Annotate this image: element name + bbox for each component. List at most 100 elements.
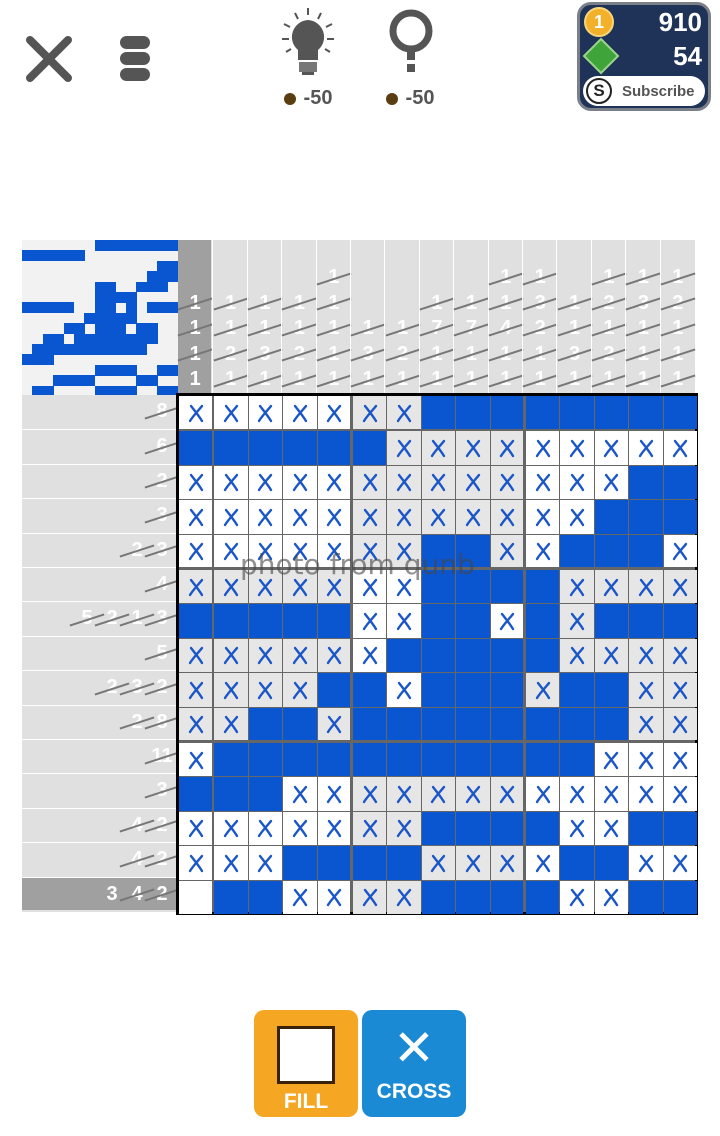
grid-cell[interactable] <box>629 638 663 673</box>
grid-cell[interactable] <box>490 743 523 777</box>
grid-cell[interactable] <box>490 846 523 880</box>
grid-cell[interactable] <box>594 500 629 534</box>
grid-cell[interactable] <box>663 846 697 880</box>
grid-cell[interactable] <box>283 707 317 740</box>
grid-cell[interactable] <box>594 707 629 740</box>
grid-cell[interactable] <box>421 534 456 567</box>
grid-cell[interactable] <box>421 570 456 604</box>
grid-cell[interactable] <box>526 777 560 811</box>
grid-cell[interactable] <box>387 846 421 880</box>
grid-cell[interactable] <box>283 638 317 673</box>
grid-cell[interactable] <box>560 570 594 604</box>
grid-cell[interactable] <box>353 707 387 740</box>
grid-cell[interactable] <box>353 880 387 914</box>
grid-cell[interactable] <box>663 604 697 638</box>
grid-cell[interactable] <box>387 638 421 673</box>
grid-cell[interactable] <box>490 880 523 914</box>
fill-mode-button[interactable]: FILL <box>254 1010 358 1117</box>
grid-cell[interactable] <box>387 396 421 430</box>
grid-cell[interactable] <box>283 743 317 777</box>
grid-cell[interactable] <box>283 811 317 846</box>
cross-mode-button[interactable]: ✕ CROSS <box>362 1010 466 1117</box>
grid-cell[interactable] <box>456 500 490 534</box>
grid-cell[interactable] <box>629 777 663 811</box>
grid-cell[interactable] <box>629 465 663 500</box>
grid-cell[interactable] <box>456 431 490 465</box>
grid-cell[interactable] <box>663 534 697 567</box>
grid-cell[interactable] <box>179 743 213 777</box>
grid-cell[interactable] <box>248 570 283 604</box>
subscribe-button[interactable]: S Subscribe <box>583 76 705 106</box>
grid-cell[interactable] <box>560 604 594 638</box>
grid-cell[interactable] <box>526 465 560 500</box>
hint-button[interactable]: -50 <box>278 6 338 110</box>
grid-cell[interactable] <box>283 534 317 567</box>
grid-cell[interactable] <box>248 500 283 534</box>
grid-cell[interactable] <box>248 743 283 777</box>
grid-cell[interactable] <box>317 707 350 740</box>
grid-cell[interactable] <box>248 604 283 638</box>
grid-cell[interactable] <box>248 534 283 567</box>
grid-cell[interactable] <box>490 777 523 811</box>
grid-cell[interactable] <box>317 673 350 707</box>
grid-cell[interactable] <box>421 396 456 430</box>
grid-cell[interactable] <box>214 811 248 846</box>
grid-cell[interactable] <box>214 396 248 430</box>
grid-cell[interactable] <box>387 604 421 638</box>
grid-cell[interactable] <box>421 431 456 465</box>
grid-cell[interactable] <box>526 811 560 846</box>
grid-cell[interactable] <box>663 777 697 811</box>
grid-cell[interactable] <box>248 638 283 673</box>
grid-cell[interactable] <box>456 570 490 604</box>
grid-cell[interactable] <box>179 534 213 567</box>
grid-cell[interactable] <box>526 880 560 914</box>
grid-cell[interactable] <box>594 743 629 777</box>
grid-cell[interactable] <box>456 777 490 811</box>
grid-cell[interactable] <box>629 673 663 707</box>
grid-cell[interactable] <box>594 431 629 465</box>
grid-cell[interactable] <box>490 811 523 846</box>
grid-cell[interactable] <box>663 743 697 777</box>
grid-cell[interactable] <box>594 570 629 604</box>
grid-cell[interactable] <box>387 777 421 811</box>
grid-cell[interactable] <box>179 811 213 846</box>
grid-cell[interactable] <box>560 707 594 740</box>
grid-cell[interactable] <box>317 846 350 880</box>
grid-cell[interactable] <box>353 500 387 534</box>
grid-cell[interactable] <box>560 743 594 777</box>
grid-cell[interactable] <box>456 534 490 567</box>
close-button[interactable] <box>24 34 74 84</box>
grid-cell[interactable] <box>456 638 490 673</box>
grid-cell[interactable] <box>248 396 283 430</box>
grid-cell[interactable] <box>526 707 560 740</box>
grid-cell[interactable] <box>560 811 594 846</box>
grid-cell[interactable] <box>594 880 629 914</box>
grid-cell[interactable] <box>179 846 213 880</box>
grid-cell[interactable] <box>594 673 629 707</box>
grid-cell[interactable] <box>421 465 456 500</box>
grid-cell[interactable] <box>421 743 456 777</box>
grid-cell[interactable] <box>560 431 594 465</box>
grid-cell[interactable] <box>560 396 594 430</box>
grid-cell[interactable] <box>629 707 663 740</box>
grid-cell[interactable] <box>560 846 594 880</box>
grid-cell[interactable] <box>214 500 248 534</box>
grid-cell[interactable] <box>456 396 490 430</box>
grid-cell[interactable] <box>526 604 560 638</box>
grid-cell[interactable] <box>317 777 350 811</box>
grid-cell[interactable] <box>663 638 697 673</box>
grid-cell[interactable] <box>317 604 350 638</box>
grid-cell[interactable] <box>629 846 663 880</box>
grid-cell[interactable] <box>526 570 560 604</box>
grid-cell[interactable] <box>421 811 456 846</box>
grid-cell[interactable] <box>353 604 387 638</box>
grid-cell[interactable] <box>490 604 523 638</box>
grid-cell[interactable] <box>353 570 387 604</box>
grid-cell[interactable] <box>387 880 421 914</box>
grid-cell[interactable] <box>560 777 594 811</box>
grid-cell[interactable] <box>214 431 248 465</box>
grid-cell[interactable] <box>560 638 594 673</box>
grid-cell[interactable] <box>629 534 663 567</box>
grid-cell[interactable] <box>421 846 456 880</box>
grid-cell[interactable] <box>214 707 248 740</box>
